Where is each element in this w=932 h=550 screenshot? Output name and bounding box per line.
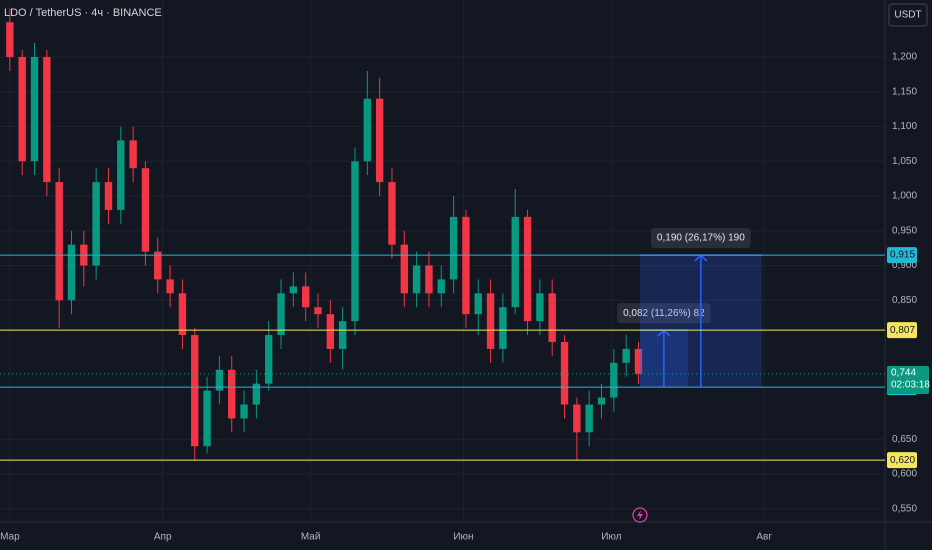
candle-body	[585, 404, 593, 433]
countdown-timer: 02:03:18	[891, 380, 930, 391]
candle-body	[104, 182, 113, 210]
x-tick-label: Мар	[0, 532, 20, 543]
x-tick-label: Авг	[756, 532, 772, 543]
candle-body	[437, 279, 445, 294]
candle-body	[252, 383, 261, 405]
candle-body	[178, 293, 187, 336]
candle-body	[141, 168, 150, 252]
measure-label-bg	[617, 303, 711, 324]
candle-body	[203, 390, 211, 447]
candle-body	[265, 335, 273, 384]
candle-body	[314, 307, 322, 315]
candle-body	[30, 56, 39, 162]
currency-button[interactable]	[888, 3, 928, 27]
candle-body	[129, 140, 137, 169]
y-tick-label: 0,900	[892, 260, 917, 271]
y-tick-label: 1,050	[892, 156, 917, 167]
candle-body	[6, 22, 14, 57]
candle-body	[301, 286, 310, 308]
candle-body	[351, 161, 359, 322]
candle-body	[55, 182, 63, 301]
candle-body	[412, 265, 421, 294]
candle-body	[388, 182, 396, 245]
measure-label: 0,082 (11,26%) 82	[623, 308, 705, 319]
candle-body	[117, 140, 125, 210]
candle-body	[560, 341, 569, 405]
candle-body	[277, 293, 285, 336]
current-price-tag	[887, 365, 929, 394]
candle-body	[67, 244, 76, 301]
candle-body	[240, 404, 248, 419]
currency-label[interactable]: USDT	[894, 10, 921, 21]
candle-body	[449, 216, 458, 280]
level-label: 0,807	[890, 325, 915, 336]
y-tick-label: 1,150	[892, 86, 917, 97]
candle-body	[499, 307, 507, 349]
symbol-title: LDO / TetherUS · 4ч · BINANCE	[4, 7, 162, 19]
x-tick-label: Май	[301, 532, 321, 543]
level-label: 0,620	[890, 455, 915, 466]
y-tick-label: 1,100	[892, 121, 917, 132]
candle-body	[462, 216, 470, 315]
candle-body	[18, 56, 26, 162]
level-tag	[887, 452, 917, 469]
candle-body	[523, 216, 532, 322]
candle-body	[536, 293, 544, 322]
x-tick-label: Апр	[154, 532, 172, 543]
candle-body	[338, 321, 347, 349]
lightning	[637, 510, 643, 520]
candle-body	[400, 244, 408, 294]
candle-body	[92, 182, 100, 266]
y-tick-label: 1,200	[892, 52, 917, 63]
y-tick-label: 0,650	[892, 434, 917, 445]
candle-body	[43, 56, 51, 183]
event-icon[interactable]	[632, 507, 648, 523]
current-price-label: 0,744	[891, 368, 916, 379]
candle-body	[597, 397, 606, 405]
level-label: 0,915	[890, 250, 915, 261]
y-tick-label: 1,000	[892, 191, 917, 202]
candle-body	[215, 369, 224, 391]
candle-body	[511, 216, 519, 308]
candle-body	[154, 251, 162, 280]
candle-body	[425, 265, 433, 294]
y-tick-label: 0,600	[892, 469, 917, 480]
level-tag	[887, 247, 917, 264]
candle-body	[375, 98, 384, 183]
candle-body	[548, 293, 556, 342]
y-tick-label: 0,550	[892, 503, 917, 514]
candle-body	[289, 286, 298, 294]
x-tick-label: Июл	[601, 532, 621, 543]
candle-body	[573, 404, 581, 433]
candle-body	[191, 335, 199, 447]
candle-body	[166, 279, 174, 294]
level-tag	[887, 322, 917, 339]
candle-body	[326, 314, 335, 349]
candle-body	[634, 348, 643, 374]
x-tick-label: Июн	[453, 532, 473, 543]
measure-label-bg	[650, 228, 751, 249]
candle-body	[486, 293, 495, 349]
candle-body	[622, 348, 630, 363]
y-tick-label: 0,850	[892, 295, 917, 306]
candle-body	[363, 98, 372, 162]
candle-body	[610, 362, 618, 398]
overlays: 0,082 (11,26%) 82 0,190 (26,17%) 190 0,915…	[0, 228, 930, 469]
y-tick-label: 0,950	[892, 225, 917, 236]
measure-label: 0,190 (26,17%) 190	[657, 233, 745, 244]
candle-body	[228, 369, 236, 419]
plot	[6, 8, 643, 461]
candle-body	[474, 293, 482, 315]
